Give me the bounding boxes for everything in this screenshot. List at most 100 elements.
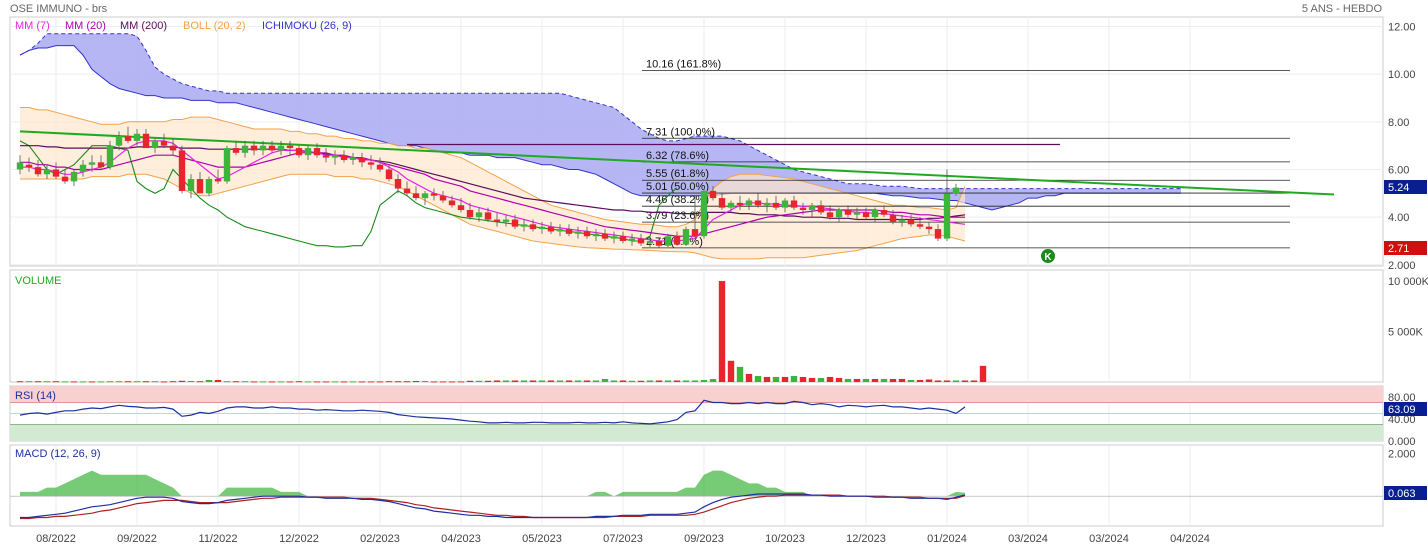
price-panel — [9, 16, 1384, 267]
candle-body — [376, 164, 384, 170]
volume-bar — [187, 380, 195, 382]
volume-bar — [421, 380, 429, 382]
candle-body — [682, 229, 690, 245]
candle-body — [25, 164, 33, 168]
rsi-value-badge — [1384, 402, 1427, 416]
volume-bar — [826, 376, 834, 382]
volume-bar — [160, 381, 168, 383]
candle-body — [403, 188, 411, 194]
x-tick-label: 05/2023 — [522, 533, 562, 545]
ichimoku-span-b — [19, 33, 1181, 190]
volume-bar — [385, 381, 393, 383]
candle-body — [601, 233, 609, 239]
volume-bar — [610, 380, 618, 382]
candle-body — [349, 157, 357, 160]
candle-body — [457, 205, 465, 211]
rsi-line — [19, 399, 966, 425]
volume-bar — [331, 381, 339, 383]
candle-body — [79, 164, 87, 172]
volume-bar — [304, 381, 312, 383]
candle-body — [772, 202, 780, 208]
volume-bar — [358, 381, 366, 383]
volume-bar — [547, 380, 555, 382]
volume-bar — [259, 381, 267, 383]
volume-bar — [520, 380, 528, 382]
volume-bar — [781, 376, 789, 382]
volume-bar — [511, 380, 519, 382]
candle-body — [781, 200, 789, 208]
volume-bar — [25, 381, 33, 383]
ichimoku-span-a — [19, 45, 1181, 211]
candle-body — [718, 198, 726, 208]
volume-bar — [457, 381, 465, 383]
candle-body — [268, 145, 276, 151]
volume-bar — [430, 381, 438, 383]
candle-body — [754, 200, 762, 206]
volume-bar — [655, 380, 663, 382]
volume-bar — [313, 381, 321, 383]
candle-body — [34, 167, 42, 175]
volume-bar — [844, 378, 852, 382]
volume-bar — [466, 380, 474, 382]
volume-bar — [700, 379, 708, 382]
candle-body — [511, 219, 519, 227]
fibonacci-levels: 10.16 (161.8%) 7.31 (100.0%) 6.32 (78.6%) 5… — [642, 58, 1290, 249]
volume-bar — [412, 380, 420, 382]
candle-body — [394, 179, 402, 189]
candle-body — [232, 148, 240, 153]
candle-body — [835, 210, 843, 218]
candle-body — [889, 214, 897, 222]
candle-body — [178, 150, 186, 191]
candle-body — [250, 145, 258, 151]
candle-body — [286, 145, 294, 149]
candle-body — [16, 162, 24, 170]
volume-bar — [502, 380, 510, 382]
candle-body — [52, 169, 60, 177]
candle-body — [637, 238, 645, 244]
volume-bar — [664, 380, 672, 382]
candle-body — [862, 212, 870, 218]
volume-bar — [106, 381, 114, 383]
candle-body — [439, 195, 447, 201]
volume-bar — [637, 380, 645, 382]
rsi-zones — [10, 386, 1383, 441]
volume-bar — [142, 381, 150, 383]
volume-panel — [9, 269, 1384, 383]
volume-bar — [169, 381, 177, 383]
volume-bar — [34, 381, 42, 383]
candle-body — [466, 210, 474, 218]
low-price-badge — [1384, 241, 1427, 255]
candle-body — [367, 162, 375, 165]
candle-body — [664, 236, 672, 246]
candle-body — [205, 179, 213, 194]
volume-bar — [763, 376, 771, 382]
volume-bar — [367, 381, 375, 383]
candle-body — [619, 236, 627, 241]
candle-body — [214, 179, 222, 182]
volume-bar — [745, 373, 753, 382]
volume-bar — [376, 381, 384, 383]
volume-bar — [772, 376, 780, 382]
candle-body — [340, 155, 348, 160]
candle-body — [817, 205, 825, 213]
rsi-value-label: 63.09 — [1388, 404, 1416, 416]
macd-panel — [9, 444, 1384, 527]
volume-bar — [214, 379, 222, 382]
rsi-title: RSI (14) — [15, 390, 56, 402]
rsi-y-tick: 0.000 — [1388, 436, 1416, 448]
x-tick-label: 02/2023 — [360, 533, 400, 545]
volume-bar — [196, 381, 204, 383]
volume-bar — [232, 381, 240, 383]
price-y-tick: 8.00 — [1388, 117, 1409, 129]
candle-body — [304, 148, 312, 156]
volume-bar — [277, 381, 285, 383]
volume-bar — [628, 380, 636, 382]
volume-bar — [673, 380, 681, 382]
trend-line — [19, 130, 1335, 196]
candle-body — [295, 148, 303, 156]
volume-bar — [223, 381, 231, 383]
event-marker-icon[interactable] — [1041, 249, 1055, 263]
legend-mm20: MM (20) — [65, 20, 106, 32]
last-price-label: 5.24 — [1388, 182, 1409, 194]
candle-body — [448, 200, 456, 206]
